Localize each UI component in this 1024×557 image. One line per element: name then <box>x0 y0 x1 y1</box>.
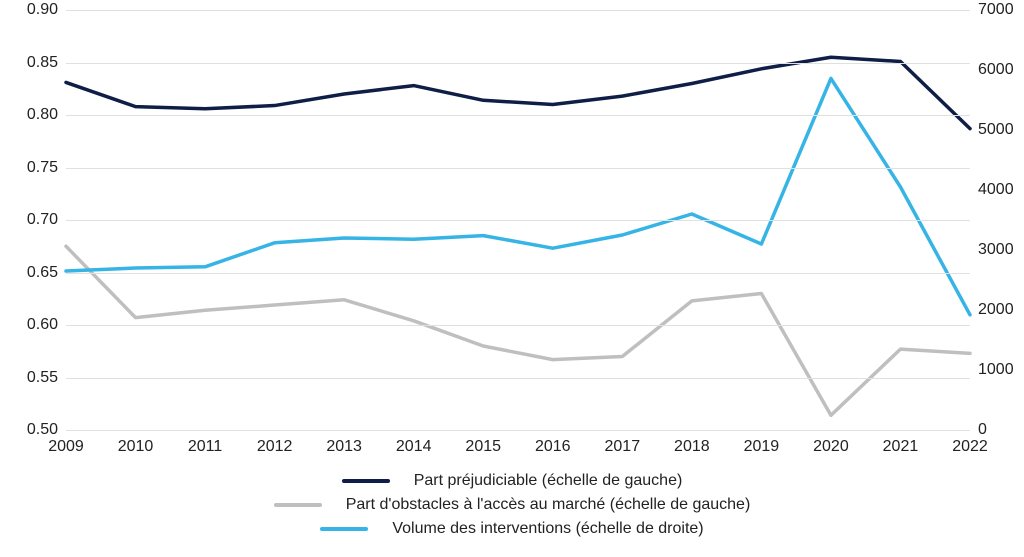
gridline <box>66 273 970 274</box>
x-tick: 2020 <box>813 430 849 456</box>
y-left-tick: 0.75 <box>27 159 66 177</box>
x-tick: 2021 <box>883 430 919 456</box>
x-tick: 2012 <box>257 430 293 456</box>
y-left-tick: 0.70 <box>27 211 66 229</box>
line-chart: 0.500.550.600.650.700.750.800.850.900100… <box>0 0 1024 557</box>
y-right-tick: 6000 <box>970 61 1014 79</box>
x-tick: 2010 <box>118 430 154 456</box>
x-tick: 2013 <box>326 430 362 456</box>
gridline <box>66 325 970 326</box>
legend-label: Part d'obstacles à l'accès au marché (éc… <box>346 496 751 514</box>
legend: Part préjudiciable (échelle de gauche) Pa… <box>0 472 1024 538</box>
gridline <box>66 115 970 116</box>
legend-swatch <box>342 479 390 483</box>
y-left-tick: 0.80 <box>27 106 66 124</box>
gridline <box>66 10 970 11</box>
y-right-tick: 3000 <box>970 241 1014 259</box>
series-part_prejudiciable <box>66 57 970 128</box>
series-volume_interventions <box>66 78 970 314</box>
y-right-tick: 5000 <box>970 121 1014 139</box>
gridline <box>66 168 970 169</box>
legend-item: Volume des interventions (échelle de dro… <box>320 520 703 538</box>
legend-swatch <box>274 503 322 507</box>
x-tick: 2015 <box>465 430 501 456</box>
y-right-tick: 4000 <box>970 181 1014 199</box>
y-left-tick: 0.90 <box>27 1 66 19</box>
x-tick: 2011 <box>188 430 222 456</box>
y-right-tick: 7000 <box>970 1 1014 19</box>
x-tick: 2009 <box>48 430 84 456</box>
legend-label: Volume des interventions (échelle de dro… <box>392 520 703 538</box>
gridline <box>66 220 970 221</box>
y-left-tick: 0.65 <box>27 264 66 282</box>
gridline <box>66 378 970 379</box>
x-tick: 2016 <box>535 430 571 456</box>
legend-item: Part d'obstacles à l'accès au marché (éc… <box>274 496 751 514</box>
legend-swatch <box>320 527 368 531</box>
plot-area: 0.500.550.600.650.700.750.800.850.900100… <box>66 10 970 430</box>
x-tick: 2019 <box>744 430 780 456</box>
y-left-tick: 0.55 <box>27 369 66 387</box>
x-tick: 2018 <box>674 430 710 456</box>
y-left-tick: 0.60 <box>27 316 66 334</box>
y-left-tick: 0.85 <box>27 54 66 72</box>
legend-label: Part préjudiciable (échelle de gauche) <box>414 472 683 490</box>
legend-item: Part préjudiciable (échelle de gauche) <box>342 472 683 490</box>
gridline <box>66 63 970 64</box>
x-tick: 2017 <box>605 430 641 456</box>
y-right-tick: 2000 <box>970 301 1014 319</box>
x-tick: 2014 <box>396 430 432 456</box>
y-right-tick: 1000 <box>970 361 1014 379</box>
x-tick: 2022 <box>952 430 988 456</box>
